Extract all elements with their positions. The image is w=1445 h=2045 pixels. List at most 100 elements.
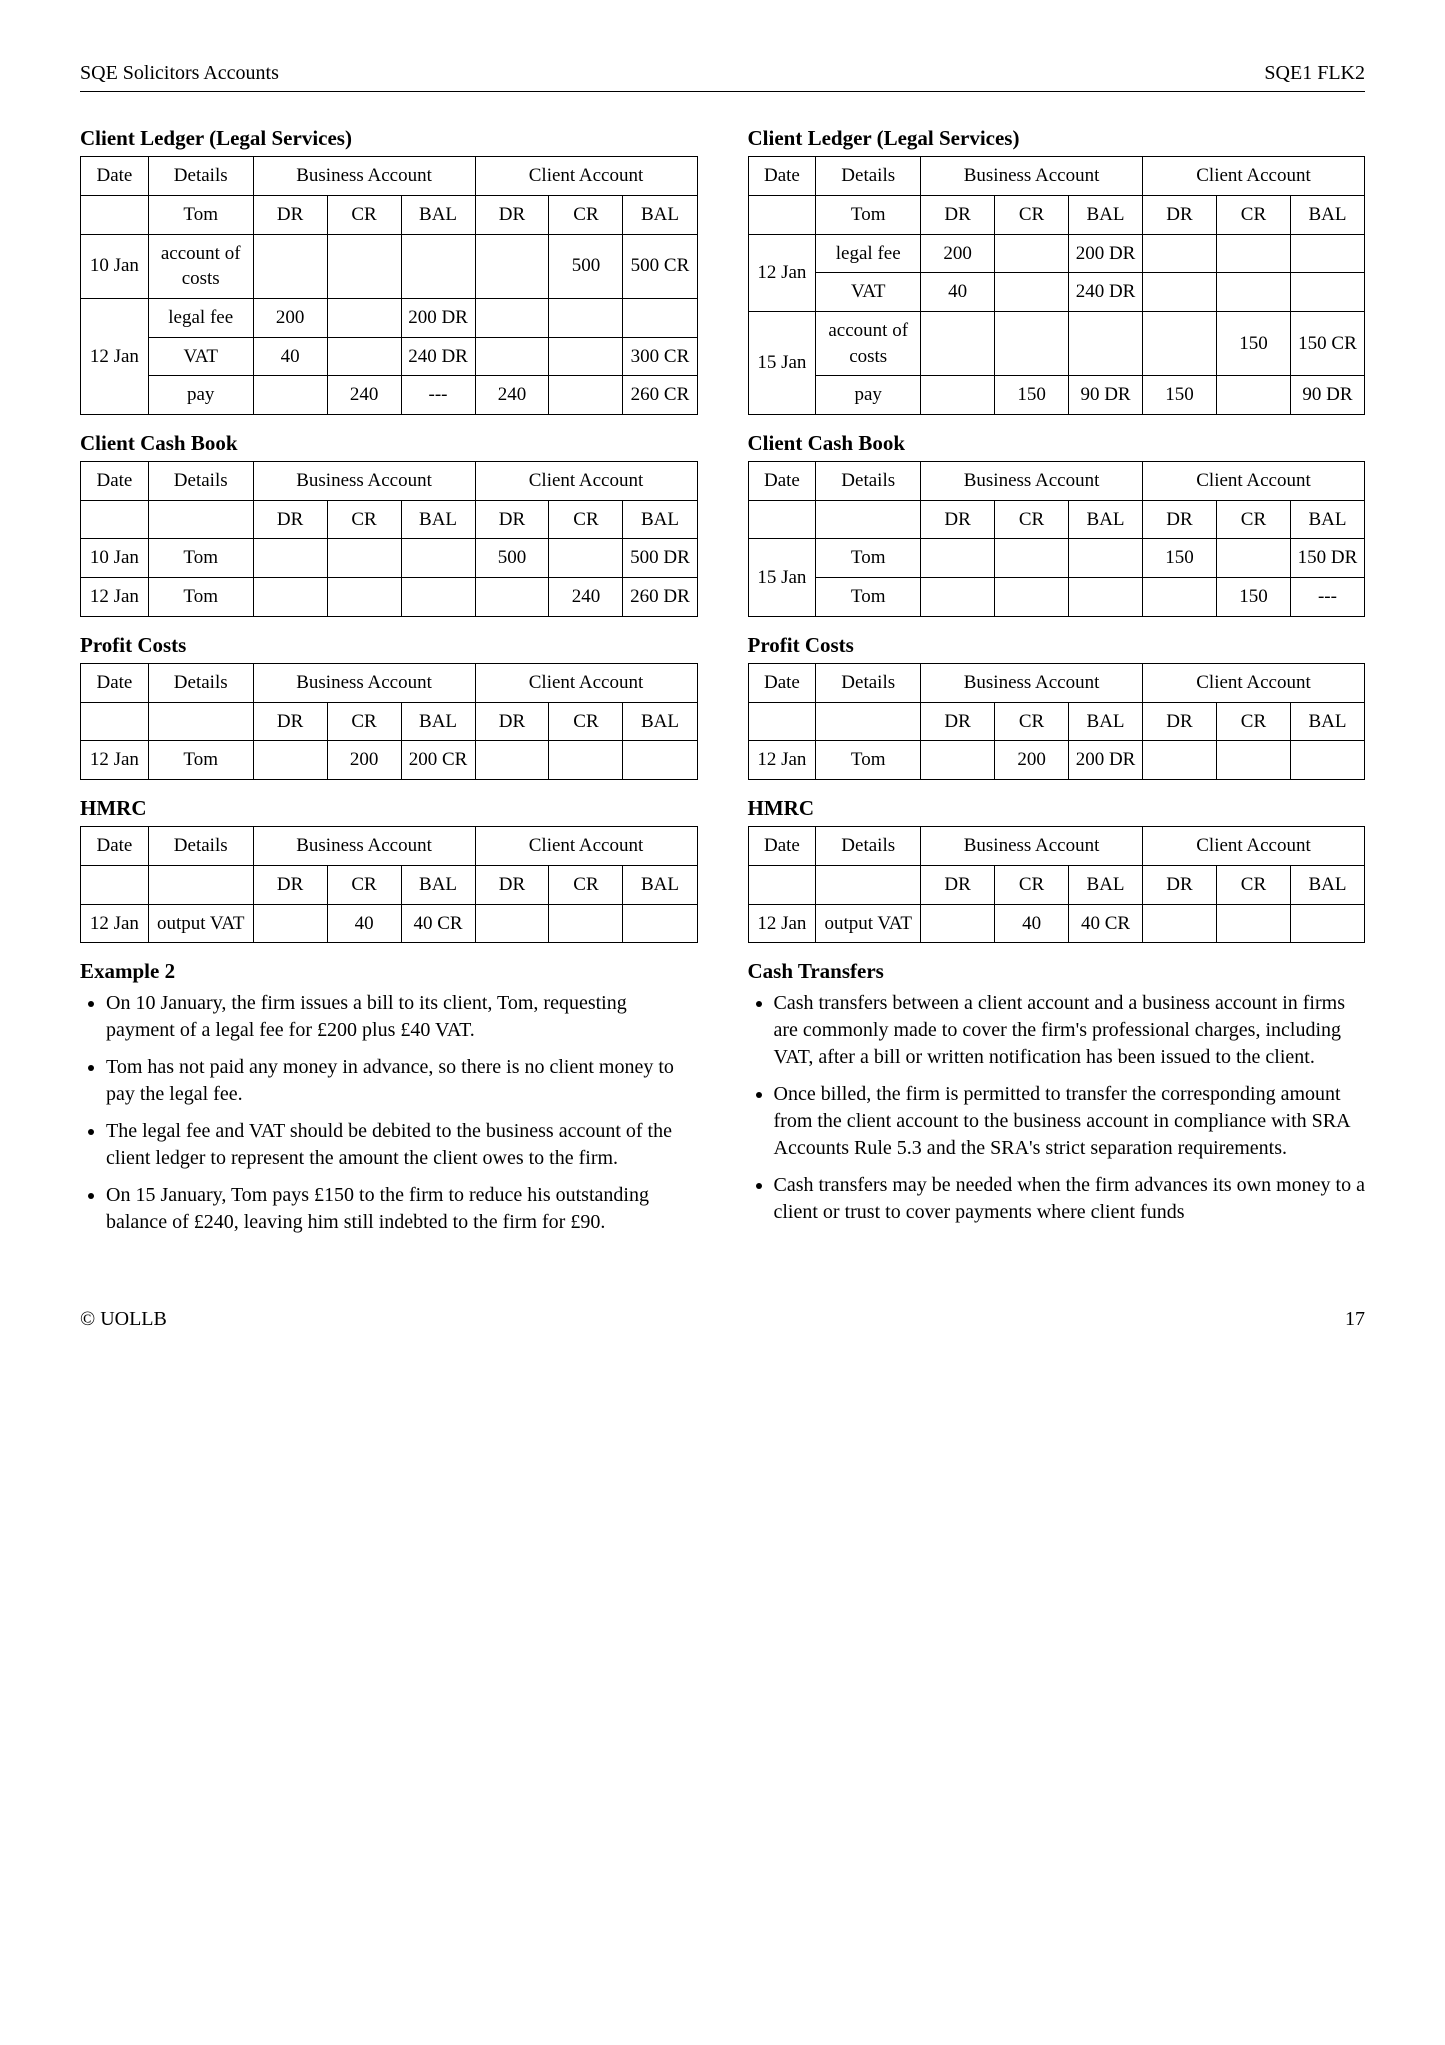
cell-cbal [623,741,697,780]
col-dr: DR [253,865,327,904]
col-cr: CR [1216,865,1290,904]
table-row: 15 Janaccount of costs150150 CR [748,311,1365,375]
cell-bbal [1069,311,1143,375]
ledger-title: Client Ledger (Legal Services) [748,124,1366,152]
cell-cdr [475,337,549,376]
cell-name: Tom [816,195,921,234]
cell-name [148,500,253,539]
cell-blank [748,500,816,539]
cell-bcr [995,273,1069,312]
cell-bbal [401,234,475,298]
cell-bcr [327,337,401,376]
col-bal: BAL [623,702,697,741]
table-row: 12 Janlegal fee200200 DR [748,234,1365,273]
col-dr: DR [1143,500,1217,539]
cell-name [816,702,921,741]
col-details: Details [148,157,253,196]
cell-bcr [995,311,1069,375]
table-row: VAT40240 DR [748,273,1365,312]
ledger-title: Client Cash Book [748,429,1366,457]
cell-details: Tom [148,539,253,578]
cell-cdr [475,904,549,943]
cell-cdr: 150 [1143,376,1217,415]
cell-cbal: --- [1290,578,1364,617]
cell-bdr [253,741,327,780]
cell-bdr: 200 [253,298,327,337]
col-cr: CR [549,702,623,741]
cell-bbal [1069,539,1143,578]
col-date: Date [748,157,816,196]
cell-ccr: 240 [549,578,623,617]
cell-details: Tom [148,741,253,780]
cell-blank [81,702,149,741]
col-bal: BAL [401,702,475,741]
cell-details: pay [148,376,253,415]
col-client: Client Account [475,462,697,501]
col-business: Business Account [253,157,475,196]
col-cr: CR [549,500,623,539]
cell-bbal: 40 CR [401,904,475,943]
col-cr: CR [549,195,623,234]
cell-bbal: 200 DR [1069,741,1143,780]
cell-bdr: 40 [921,273,995,312]
col-bal: BAL [1290,195,1364,234]
list-item: The legal fee and VAT should be debited … [106,1118,698,1172]
cell-bdr: 40 [253,337,327,376]
col-dr: DR [253,702,327,741]
cell-bdr [253,904,327,943]
col-bal: BAL [1069,195,1143,234]
col-business: Business Account [921,827,1143,866]
cell-bcr [327,234,401,298]
cell-ccr [549,741,623,780]
cell-bbal: 240 DR [1069,273,1143,312]
col-business: Business Account [921,462,1143,501]
cell-date: 12 Jan [81,904,149,943]
table-row: 12 JanTom200200 DR [748,741,1365,780]
list-item: On 15 January, Tom pays £150 to the firm… [106,1182,698,1236]
col-dr: DR [1143,702,1217,741]
page-header: SQE Solicitors Accounts SQE1 FLK2 [80,60,1365,92]
cell-bdr: 200 [921,234,995,273]
cell-details: legal fee [148,298,253,337]
col-bal: BAL [1069,865,1143,904]
col-client: Client Account [1143,664,1365,703]
cell-ccr [1216,234,1290,273]
cell-cdr: 150 [1143,539,1217,578]
col-client: Client Account [475,664,697,703]
left-column: Client Ledger (Legal Services)DateDetail… [80,110,698,1246]
cell-details: output VAT [816,904,921,943]
col-details: Details [816,827,921,866]
col-details: Details [148,462,253,501]
cell-cbal: 260 CR [623,376,697,415]
col-client: Client Account [475,157,697,196]
cell-cbal: 500 DR [623,539,697,578]
table-row: 12 JanTom200200 CR [81,741,698,780]
col-bal: BAL [623,865,697,904]
table-row: pay15090 DR15090 DR [748,376,1365,415]
ledger-table: DateDetailsBusiness AccountClient Accoun… [80,461,698,617]
cell-date: 12 Jan [81,741,149,780]
cell-details: VAT [148,337,253,376]
cell-bcr [995,234,1069,273]
cell-date: 15 Jan [748,311,816,414]
cell-bdr [253,578,327,617]
cell-cbal [1290,741,1364,780]
cell-bcr [995,539,1069,578]
cell-name [816,865,921,904]
cell-cdr [1143,904,1217,943]
cell-ccr [1216,904,1290,943]
cell-blank [748,702,816,741]
col-bal: BAL [1290,702,1364,741]
cell-bdr [253,539,327,578]
header-right: SQE1 FLK2 [1264,60,1365,87]
cell-bbal [401,539,475,578]
col-date: Date [81,827,149,866]
col-cr: CR [327,195,401,234]
col-business: Business Account [921,157,1143,196]
cell-bdr [921,311,995,375]
cell-cdr: 240 [475,376,549,415]
col-date: Date [748,664,816,703]
col-dr: DR [921,702,995,741]
ledger-table: DateDetailsBusiness AccountClient Accoun… [748,461,1366,617]
cell-bbal: 200 DR [401,298,475,337]
